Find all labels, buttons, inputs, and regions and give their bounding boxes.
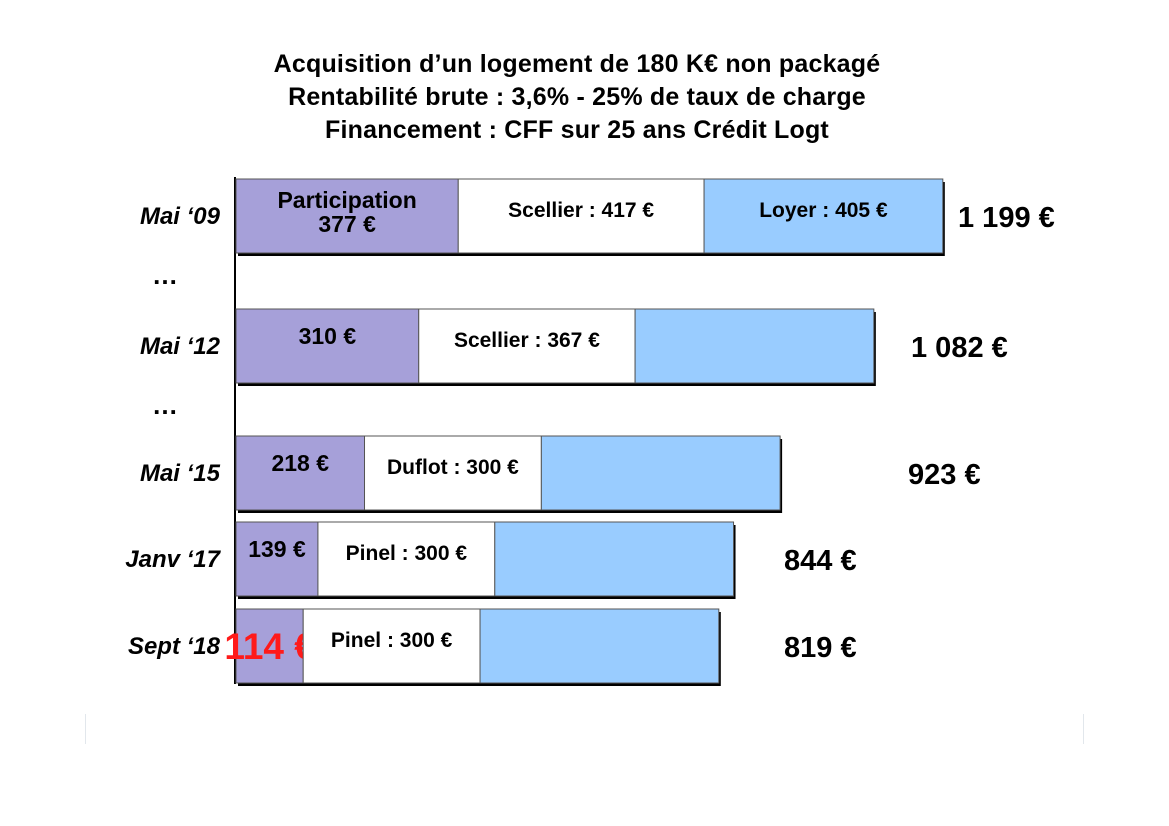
bar-segment-1 xyxy=(235,608,304,684)
total-label: 1 082 € xyxy=(911,332,1008,364)
segment-label: 310 € xyxy=(299,323,357,349)
ellipsis-mark: … xyxy=(152,260,178,290)
total-label: 1 199 € xyxy=(958,202,1055,234)
segment-label: Participation 377 € xyxy=(277,187,416,237)
category-label: Mai ‘12 xyxy=(140,333,221,360)
bar-segment-1 xyxy=(235,178,459,254)
bar-segment-3 xyxy=(479,608,720,684)
chart-title: Acquisition d’un logement de 180 K€ non … xyxy=(0,48,1169,147)
title-line-3: Financement : CFF sur 25 ans Crédit Logt xyxy=(325,116,829,144)
category-label: Mai ‘09 xyxy=(140,203,221,230)
segment-label: Duflot : 300 € xyxy=(387,456,519,479)
bar-segment-2 xyxy=(418,308,636,384)
bar-segment-3 xyxy=(634,308,875,384)
title-line-1: Acquisition d’un logement de 180 K€ non … xyxy=(273,50,881,78)
total-label: 819 € xyxy=(784,632,857,664)
decorative-line-right xyxy=(1083,714,1084,744)
bar-segment-1 xyxy=(235,521,319,597)
ellipsis-mark: … xyxy=(152,390,178,420)
title-line-2: Rentabilité brute : 3,6% - 25% de taux d… xyxy=(288,83,866,111)
bar-segment-2 xyxy=(364,435,542,511)
bar-segment-1 xyxy=(235,435,366,511)
bar-segment-3 xyxy=(540,435,781,511)
category-label: Sept ‘18 xyxy=(128,633,221,660)
segment-label: Scellier : 417 € xyxy=(508,199,654,222)
total-label: 923 € xyxy=(908,459,981,491)
segment-label: Pinel : 300 € xyxy=(331,629,453,652)
bar-segment-2 xyxy=(317,521,496,597)
segment-label: Loyer : 405 € xyxy=(759,199,888,222)
decorative-line-left xyxy=(85,714,86,744)
total-label: 844 € xyxy=(784,545,857,577)
segment-label: 114 € xyxy=(224,626,315,667)
segment-label: 139 € xyxy=(248,536,306,562)
category-label: Mai ‘15 xyxy=(140,460,221,487)
bar-segment-3 xyxy=(494,521,735,597)
bar-segment-2 xyxy=(457,178,705,254)
bar-segment-3 xyxy=(703,178,944,254)
bar-segment-2 xyxy=(302,608,481,684)
category-label: Janv ‘17 xyxy=(125,546,221,573)
segment-label: Scellier : 367 € xyxy=(454,329,600,352)
bar-segment-1 xyxy=(235,308,420,384)
segment-label: Pinel : 300 € xyxy=(346,542,468,565)
segment-label: 218 € xyxy=(271,450,329,476)
